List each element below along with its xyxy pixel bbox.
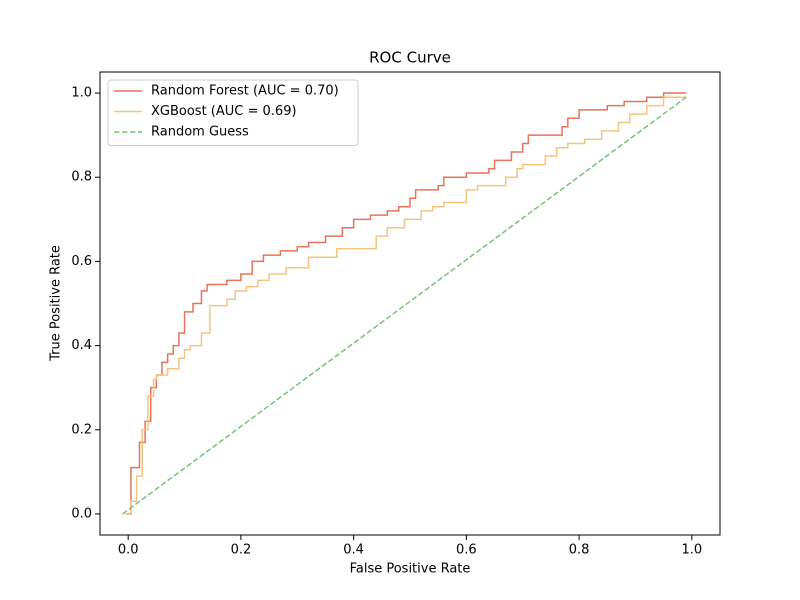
y-tick-label: 0.8 (71, 170, 92, 185)
legend-label: Random Guess (151, 125, 249, 140)
legend-label: Random Forest (AUC = 0.70) (151, 84, 339, 99)
y-tick-label: 1.0 (71, 86, 92, 101)
y-axis-label: True Positive Rate (49, 245, 64, 362)
x-tick-label: 1.0 (681, 543, 702, 558)
x-tick-label: 0.2 (231, 543, 252, 558)
x-tick-label: 0.6 (456, 543, 477, 558)
x-tick-label: 0.0 (118, 543, 139, 558)
y-tick-label: 0.0 (71, 506, 92, 521)
line-series (125, 92, 687, 515)
line-series (125, 96, 687, 515)
x-tick-label: 0.4 (343, 543, 364, 558)
plot-frame (99, 71, 721, 536)
chart-title: ROC Curve (369, 49, 451, 67)
x-axis-label: False Positive Rate (350, 562, 471, 577)
legend-box (107, 79, 359, 146)
x-tick-label: 0.8 (569, 543, 590, 558)
y-tick-label: 0.2 (71, 422, 92, 437)
y-tick-label: 0.4 (71, 338, 92, 353)
y-tick-label: 0.6 (71, 254, 92, 269)
legend-label: XGBoost (AUC = 0.69) (151, 104, 297, 119)
line-series (122, 96, 687, 515)
